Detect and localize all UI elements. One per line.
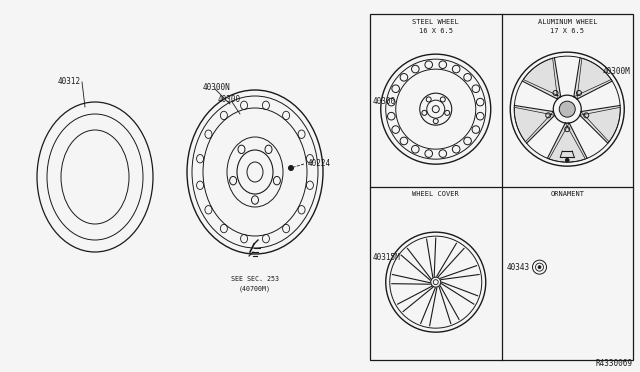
Circle shape xyxy=(538,266,541,269)
Text: 40224: 40224 xyxy=(308,160,331,169)
Text: 40315M: 40315M xyxy=(373,253,401,262)
Text: 16 X 6.5: 16 X 6.5 xyxy=(419,28,452,34)
Circle shape xyxy=(566,158,569,162)
Text: ORNAMENT: ORNAMENT xyxy=(550,191,584,197)
Text: ALUMINUM WHEEL: ALUMINUM WHEEL xyxy=(538,19,597,25)
Text: 40300M: 40300M xyxy=(602,67,630,76)
Bar xyxy=(370,14,633,360)
Text: R4330069: R4330069 xyxy=(595,359,632,368)
Text: (40700M): (40700M) xyxy=(239,285,271,292)
Polygon shape xyxy=(574,58,611,99)
Text: 40300N: 40300N xyxy=(203,83,231,92)
Polygon shape xyxy=(524,58,561,99)
Text: 17 X 6.5: 17 X 6.5 xyxy=(550,28,584,34)
Circle shape xyxy=(289,166,294,170)
Text: 40300: 40300 xyxy=(218,96,241,105)
Polygon shape xyxy=(580,107,620,142)
Circle shape xyxy=(559,101,575,117)
Text: 40300: 40300 xyxy=(373,97,396,106)
Text: STEEL WHEEL: STEEL WHEEL xyxy=(412,19,459,25)
Text: SEE SEC. 253: SEE SEC. 253 xyxy=(231,276,279,282)
Text: 40312: 40312 xyxy=(58,77,81,87)
Polygon shape xyxy=(515,107,555,142)
Polygon shape xyxy=(549,123,586,162)
Text: 40343: 40343 xyxy=(506,263,530,272)
Text: WHEEL COVER: WHEEL COVER xyxy=(412,191,459,197)
